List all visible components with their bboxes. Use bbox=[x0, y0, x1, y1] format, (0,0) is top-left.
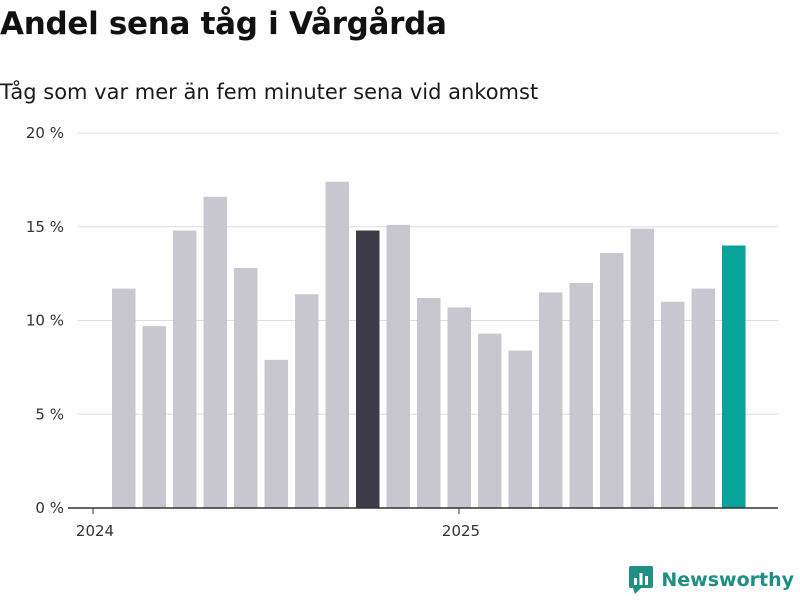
bar bbox=[539, 292, 563, 508]
bar bbox=[264, 359, 288, 508]
brand-name: Newsworthy bbox=[661, 569, 794, 591]
y-tick-label: 10 % bbox=[26, 312, 64, 330]
bar bbox=[691, 288, 715, 508]
bar bbox=[661, 301, 685, 508]
bar bbox=[356, 230, 380, 508]
x-tick-label: 2025 bbox=[442, 522, 480, 540]
bar bbox=[112, 288, 136, 508]
bar bbox=[722, 245, 746, 508]
bar bbox=[325, 181, 349, 508]
x-tick-label: 2024 bbox=[76, 522, 114, 540]
bar bbox=[569, 283, 593, 508]
bar bbox=[234, 268, 258, 508]
bar bbox=[478, 333, 502, 508]
bar bbox=[508, 350, 532, 508]
bar bbox=[295, 294, 319, 508]
bar bbox=[417, 298, 441, 508]
bar bbox=[173, 230, 197, 508]
brand: Newsworthy bbox=[629, 566, 794, 594]
bar bbox=[630, 228, 654, 508]
chart-title: Andel sena tåg i Vårgårda bbox=[0, 6, 447, 42]
chart-subtitle: Tåg som var mer än fem minuter sena vid … bbox=[0, 80, 539, 104]
newsworthy-logo-icon bbox=[629, 566, 654, 594]
bar-chart: 0 % 5 % 10 % 15 % 20 % 2024 2025 bbox=[26, 124, 778, 540]
y-tick-label: 5 % bbox=[35, 405, 64, 423]
bar bbox=[142, 326, 166, 508]
y-tick-label: 15 % bbox=[26, 218, 64, 236]
y-tick-label: 20 % bbox=[26, 124, 64, 142]
y-tick-label: 0 % bbox=[35, 499, 64, 517]
bar bbox=[600, 253, 624, 508]
bar bbox=[447, 307, 471, 508]
bar bbox=[203, 196, 227, 508]
bar bbox=[386, 224, 410, 508]
